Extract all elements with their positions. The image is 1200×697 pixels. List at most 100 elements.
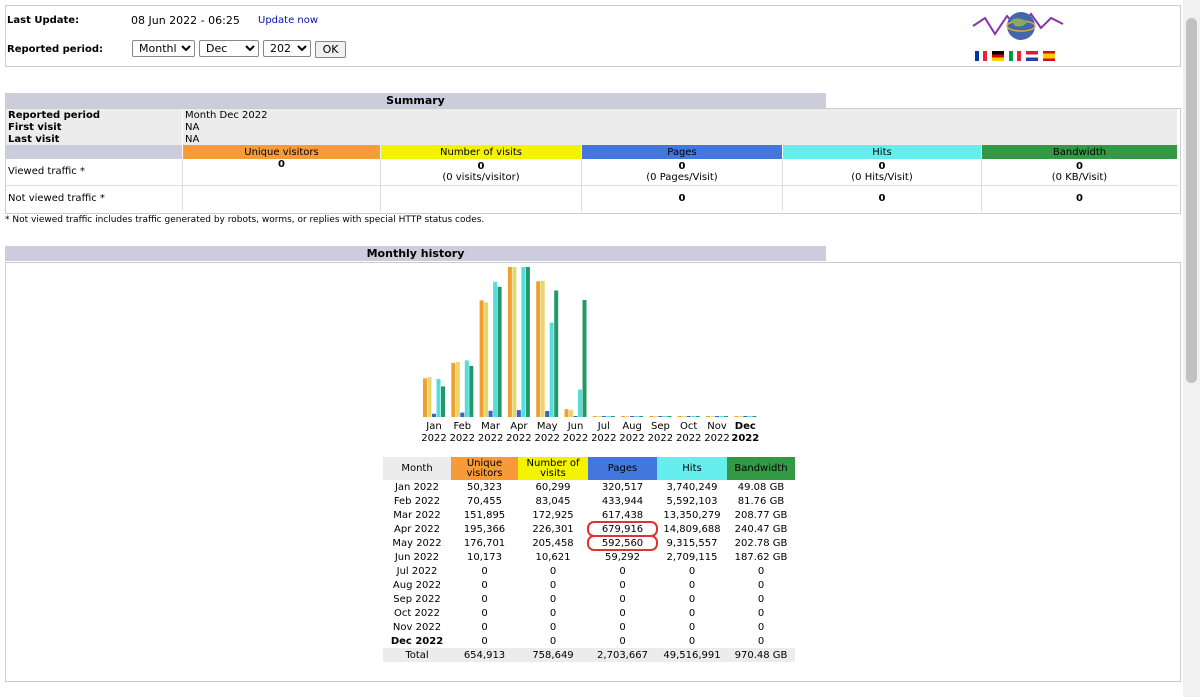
bar-aug-pages [630,416,635,417]
update-now-link[interactable]: Update now [258,15,319,26]
flag-nl-icon[interactable] [1026,51,1038,61]
row-month: Jun 2022 [394,551,440,563]
viewed-bandwidth: 0 (0 KB/Visit) [981,159,1178,186]
col-hist-hits: Hits [657,457,727,480]
row-pages: 592,560 [587,535,658,551]
history-row: Apr 2022 195,366 226,301 679,916 14,809,688 2… [383,521,795,537]
bar-oct-hits [691,416,696,417]
summary-title: Summary [5,93,826,108]
row-hits: 0 [688,593,696,605]
row-hits: 0 [688,635,696,647]
row-bandwidth: 202.78 GB [734,537,788,549]
bar-jun-unique-visitors [564,409,569,417]
last-visit-value: NA [182,133,1178,145]
col-pages: Pages [581,145,783,159]
flag-de-icon[interactable] [992,51,1004,61]
bar-jul-bandwidth [610,416,615,417]
x-tick-year: 2022 [478,433,503,444]
page-scrollbar[interactable] [1183,0,1200,697]
ok-button[interactable]: OK [315,41,346,58]
bar-apr-hits [521,267,526,417]
history-row: Jan 2022 50,323 60,299 320,517 3,740,249 49.0… [383,480,795,494]
row-pages: 617,438 [601,509,644,521]
row-bandwidth: 0 [757,593,765,605]
row-unique-visitors: 0 [481,593,488,605]
col-hits: Hits [782,145,982,159]
col-hist-number-of-visits: Number of visits [518,457,588,480]
reported-period-row-label: Reported period [6,109,183,121]
not-viewed-note: * Not viewed traffic includes traffic ge… [5,215,485,225]
bar-jul-pages [601,416,606,417]
bar-dec-number-of-visits [738,416,743,417]
language-flags [975,51,1065,61]
total-visits: 758,649 [532,649,574,661]
bar-apr-pages [516,410,521,417]
bar-feb-number-of-visits [455,361,460,417]
row-bandwidth: 0 [757,607,765,619]
bar-jan-bandwidth [441,386,445,417]
period-type-select[interactable]: Monthly [132,40,195,57]
x-tick-month: Aug [622,421,642,432]
x-tick-year: 2022 [619,433,644,444]
x-tick-year: 2022 [731,433,759,444]
x-tick-year: 2022 [450,433,475,444]
reported-period-label: Reported period: [7,44,103,55]
not-viewed-uv [182,185,381,211]
first-visit-value: NA [182,121,1178,133]
monthly-history-table: Month Unique visitors Number of visits Pag… [383,457,795,662]
row-visits: 0 [549,607,557,619]
monthly-history-title: Monthly history [5,246,826,261]
row-unique-visitors: 176,701 [463,537,506,549]
row-pages: 59,292 [605,551,640,563]
flag-it-icon[interactable] [1009,51,1021,61]
row-bandwidth: 187.62 GB [734,551,788,563]
bar-mar-bandwidth [497,286,502,417]
row-pages: 0 [619,565,626,577]
not-viewed-bandwidth: 0 [981,185,1178,211]
history-row: Aug 2022 0 0 0 0 0 [383,578,795,592]
bar-jul-unique-visitors [592,416,597,417]
row-hits: 0 [688,579,696,591]
row-unique-visitors: 195,366 [463,523,506,535]
viewed-traffic-label: Viewed traffic * [6,159,183,186]
row-month: Dec 2022 [390,635,444,647]
row-month: Aug 2022 [392,579,442,591]
total-bandwidth: 970.48 GB [734,649,788,661]
year-select[interactable]: 2022 [263,40,311,57]
bar-dec-bandwidth [752,416,757,417]
row-bandwidth: 0 [757,621,765,633]
x-tick-month: Nov [707,421,727,432]
row-visits: 0 [549,621,557,633]
bar-jul-number-of-visits [597,416,602,417]
bar-dec-pages [743,416,748,417]
viewed-hits: 0 (0 Hits/Visit) [782,159,982,186]
bar-jun-bandwidth [582,299,587,417]
bar-may-pages [545,410,550,417]
bar-jul-hits [606,416,611,417]
bar-jun-hits [578,389,582,417]
bar-nov-bandwidth [724,416,728,417]
row-pages: 0 [619,635,626,647]
bar-apr-number-of-visits [512,267,517,417]
bar-apr-unique-visitors [507,267,512,417]
month-select[interactable]: Dec [199,40,259,57]
row-month: Mar 2022 [393,509,441,521]
bar-feb-hits [464,360,469,417]
bar-mar-pages [488,410,493,417]
not-viewed-visits [380,185,582,211]
row-bandwidth: 0 [757,579,765,591]
row-pages: 320,517 [601,481,644,493]
total-label: Total [405,649,429,661]
flag-es-icon[interactable] [1043,51,1055,61]
row-hits: 5,592,103 [666,495,718,507]
row-hits: 0 [688,565,696,577]
flag-fr-icon[interactable] [975,51,987,61]
x-tick-month: Mar [481,421,501,432]
row-visits: 0 [549,579,557,591]
history-row: Mar 2022 151,895 172,925 617,438 13,350,279 2… [383,508,795,522]
row-hits: 13,350,279 [663,509,721,521]
row-month: May 2022 [392,537,442,549]
scrollbar-thumb[interactable] [1186,18,1197,383]
x-tick-year: 2022 [676,433,701,444]
row-visits: 0 [549,635,557,647]
